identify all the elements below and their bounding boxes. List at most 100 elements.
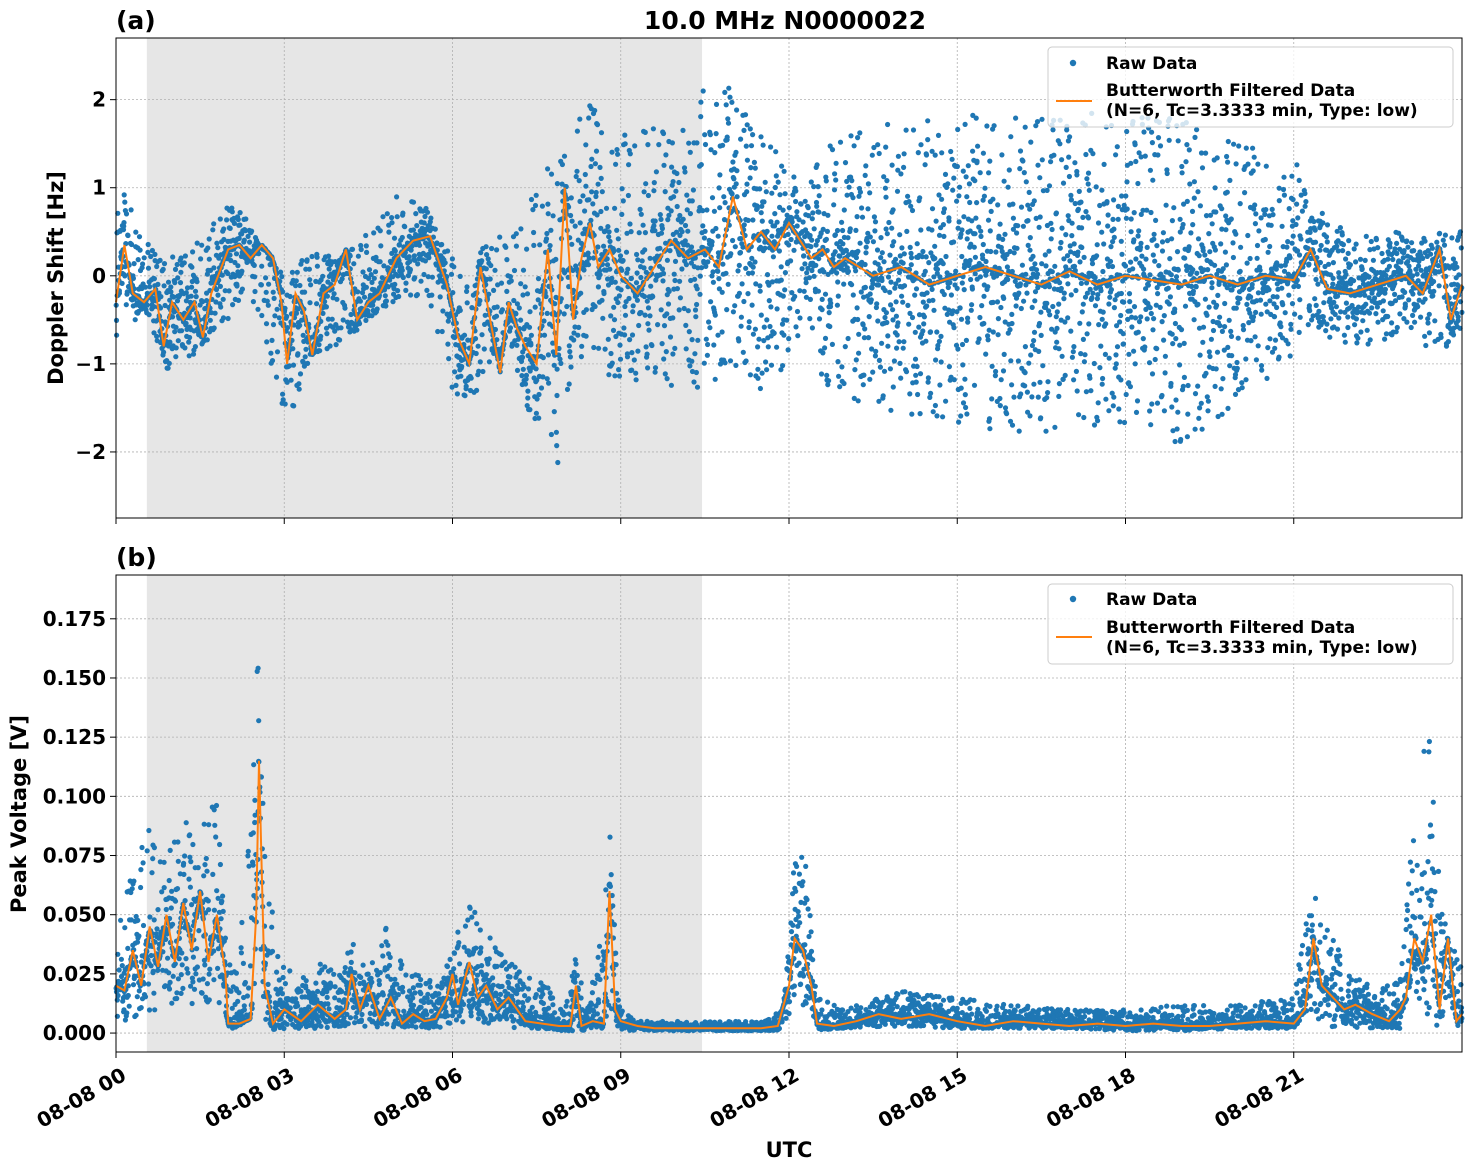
raw-data-point: [1257, 267, 1263, 273]
raw-data-point: [1085, 215, 1092, 221]
raw-data-point: [730, 237, 736, 244]
raw-data-point: [1232, 391, 1239, 397]
raw-data-point: [381, 263, 387, 269]
raw-data-point: [759, 218, 765, 224]
raw-data-point: [958, 385, 964, 391]
raw-data-point: [414, 292, 420, 298]
raw-data-point: [756, 336, 762, 342]
raw-data-point: [314, 263, 320, 269]
raw-data-point: [1027, 247, 1033, 253]
raw-data-point: [213, 286, 220, 293]
raw-data-point: [1324, 222, 1331, 228]
raw-data-point: [1136, 228, 1142, 234]
raw-data-point: [600, 315, 606, 321]
raw-data-point: [877, 364, 884, 370]
raw-data-point: [519, 354, 526, 360]
raw-data-point: [1108, 244, 1114, 250]
raw-data-point: [739, 281, 745, 287]
raw-data-point: [1154, 400, 1161, 406]
raw-data-point: [767, 323, 773, 330]
raw-data-point: [586, 115, 592, 121]
raw-data-point: [1179, 170, 1185, 176]
raw-data-point: [660, 270, 667, 277]
raw-data-point: [768, 304, 774, 310]
raw-data-point: [1352, 322, 1358, 328]
raw-data-point: [1228, 216, 1234, 222]
raw-data-point: [912, 329, 918, 335]
raw-data-point: [713, 101, 720, 107]
raw-data-point: [172, 280, 178, 286]
raw-data-point: [1234, 359, 1240, 366]
raw-data-point: [1204, 312, 1210, 318]
raw-data-point: [757, 288, 763, 294]
raw-data-point: [252, 274, 258, 280]
raw-data-point: [477, 298, 483, 304]
raw-data-point: [1213, 366, 1219, 372]
raw-data-point: [1177, 342, 1183, 348]
raw-data-point: [680, 216, 686, 222]
raw-data-point: [1296, 329, 1302, 335]
raw-data-point: [290, 362, 297, 368]
raw-data-point: [229, 209, 235, 215]
raw-data-point: [969, 286, 976, 292]
raw-data-point: [1056, 301, 1062, 307]
raw-data-point: [1270, 212, 1276, 218]
raw-data-point: [363, 243, 369, 249]
raw-data-point: [561, 153, 568, 159]
raw-data-point: [1353, 241, 1359, 247]
raw-data-point: [891, 358, 898, 364]
raw-data-point: [819, 307, 825, 313]
raw-data-point: [1313, 302, 1319, 308]
raw-data-point: [642, 247, 648, 253]
raw-data-point: [757, 385, 764, 392]
raw-data-point: [589, 156, 595, 162]
raw-data-point: [1292, 311, 1298, 317]
raw-data-point: [867, 376, 873, 382]
raw-data-point: [1036, 348, 1042, 354]
raw-data-point: [1009, 382, 1015, 388]
raw-data-point: [439, 328, 445, 335]
raw-data-point: [589, 189, 595, 195]
raw-data-point: [884, 178, 890, 184]
raw-data-point: [1047, 312, 1053, 318]
raw-data-point: [1316, 308, 1322, 314]
raw-data-point: [569, 218, 575, 224]
raw-data-point: [653, 169, 660, 175]
raw-data-point: [643, 181, 649, 187]
raw-data-point: [1207, 353, 1213, 360]
raw-data-point: [1255, 343, 1261, 349]
raw-data-point: [224, 217, 230, 223]
raw-data-point: [182, 345, 188, 351]
raw-data-point: [642, 230, 649, 236]
raw-data-point: [1037, 175, 1043, 181]
raw-data-point: [178, 269, 184, 275]
raw-data-point: [1282, 310, 1288, 316]
raw-data-point: [1159, 248, 1166, 254]
raw-data-point: [1046, 284, 1052, 290]
raw-data-point: [1285, 341, 1291, 347]
raw-data-point: [988, 248, 994, 255]
raw-data-point: [1264, 375, 1270, 381]
raw-data-point: [881, 259, 887, 265]
raw-data-point: [815, 288, 822, 294]
raw-data-point: [941, 233, 947, 239]
raw-data-point: [759, 203, 765, 209]
raw-data-point: [1034, 119, 1041, 125]
raw-data-point: [1262, 236, 1268, 243]
raw-data-point: [592, 107, 598, 114]
raw-data-point: [664, 257, 671, 263]
raw-data-point: [611, 317, 618, 323]
raw-data-point: [1358, 329, 1364, 335]
raw-data-point: [1042, 252, 1048, 258]
raw-data-point: [966, 181, 973, 187]
raw-data-point: [845, 268, 852, 274]
raw-data-point: [1147, 408, 1153, 414]
raw-data-point: [806, 275, 813, 281]
raw-data-point: [173, 324, 179, 330]
raw-data-point: [555, 459, 561, 466]
raw-data-point: [908, 255, 915, 261]
raw-data-point: [550, 213, 556, 219]
raw-data-point: [744, 157, 751, 163]
raw-data-point: [638, 211, 644, 217]
raw-data-point: [1274, 294, 1280, 300]
